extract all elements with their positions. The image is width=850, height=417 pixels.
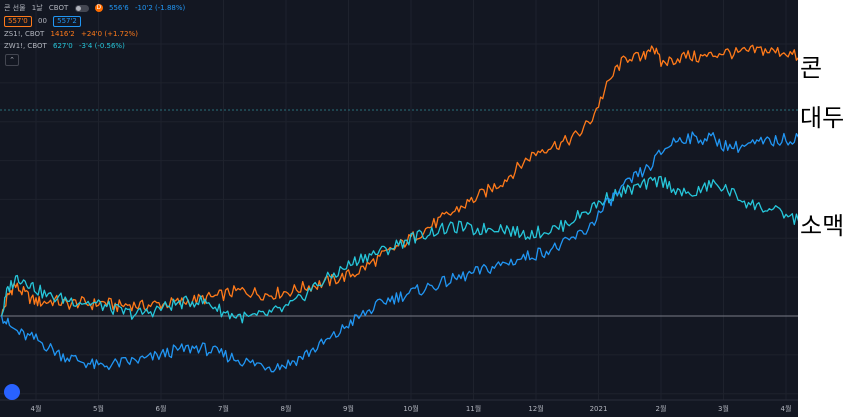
- label-corn: 콘: [800, 54, 823, 82]
- x-tick-label: 4월: [31, 404, 42, 413]
- x-tick-label: 2021: [590, 405, 608, 413]
- legend-zw-name: ZW1!, CBOT: [4, 42, 47, 50]
- exchange-label: CBOT: [48, 4, 69, 12]
- spread-label: 00: [37, 17, 47, 25]
- legend-zw[interactable]: ZW1!, CBOT 627'0 -3'4 (-0.56%): [4, 42, 129, 51]
- x-tick-label: 6월: [156, 404, 167, 413]
- legend-zs[interactable]: ZS1!, CBOT 1416'2 +24'0 (+1.72%): [4, 30, 142, 39]
- trade-buttons: 557'0 00 557'2: [4, 16, 85, 27]
- x-axis-strip: [0, 400, 798, 417]
- label-wheat: 소맥: [800, 212, 845, 240]
- series-line-2: [0, 175, 798, 324]
- buy-button[interactable]: 557'2: [53, 16, 81, 27]
- delay-badge-icon: D: [94, 4, 103, 12]
- x-tick-label: 4월: [781, 404, 792, 413]
- visibility-toggle-icon[interactable]: [74, 4, 89, 12]
- x-tick-label: 7월: [218, 404, 229, 413]
- sell-button[interactable]: 557'0: [4, 16, 32, 27]
- x-tick-label: 12월: [528, 404, 543, 413]
- main-change: -10'2 (-1.88%): [134, 4, 186, 12]
- legend-zw-change: -3'4 (-0.56%): [79, 42, 125, 50]
- main-price: 556'6: [108, 4, 129, 12]
- x-tick-label: 8월: [281, 404, 292, 413]
- legend-zs-change: +24'0 (+1.72%): [80, 30, 138, 38]
- series-line-0: [0, 44, 798, 317]
- legend-zs-name: ZS1!, CBOT: [4, 30, 45, 38]
- line-chart[interactable]: 4월 5월 6월 7월 8월 9월 10월 11월 12월 2021 2월 3월 4월: [0, 0, 798, 417]
- chart-panel[interactable]: 4월 5월 6월 7월 8월 9월 10월 11월 12월 2021 2월 3월 4월 콘 선물 1날 …: [0, 0, 798, 417]
- legend-zw-value: 627'0: [53, 42, 73, 50]
- chevron-up-icon[interactable]: ⌃: [5, 54, 19, 66]
- symbol-name[interactable]: 콘 선물: [4, 4, 26, 12]
- symbol-header: 콘 선물 1날 CBOT D 556'6 -10'2 (-1.88%): [4, 4, 189, 13]
- x-tick-label: 3월: [718, 404, 729, 413]
- series-line-1: [0, 131, 798, 373]
- x-tick-label: 2월: [656, 404, 667, 413]
- legend-zs-value: 1416'2: [50, 30, 75, 38]
- label-soy: 대두: [800, 104, 845, 132]
- x-tick-label: 10월: [403, 404, 418, 413]
- interval-label[interactable]: 1날: [31, 4, 43, 12]
- x-tick-label: 5월: [93, 404, 104, 413]
- x-tick-label: 11월: [466, 404, 481, 413]
- tradingview-logo-icon[interactable]: [4, 384, 20, 400]
- x-tick-label: 9월: [343, 404, 354, 413]
